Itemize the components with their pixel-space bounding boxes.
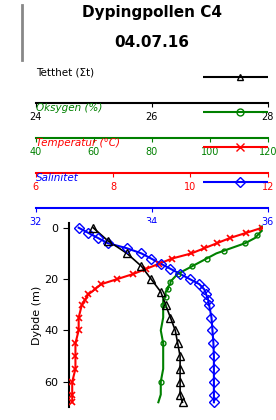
Text: Tetthet (Σt): Tetthet (Σt)	[36, 68, 94, 78]
Text: Salinitet: Salinitet	[36, 173, 79, 183]
Text: Temperatur (°C): Temperatur (°C)	[36, 138, 120, 148]
Text: Dypingpollen C4: Dypingpollen C4	[82, 5, 222, 21]
Text: 04.07.16: 04.07.16	[114, 35, 189, 50]
Y-axis label: Dybde (m): Dybde (m)	[32, 285, 42, 345]
Text: Oksygen (%): Oksygen (%)	[36, 103, 102, 113]
